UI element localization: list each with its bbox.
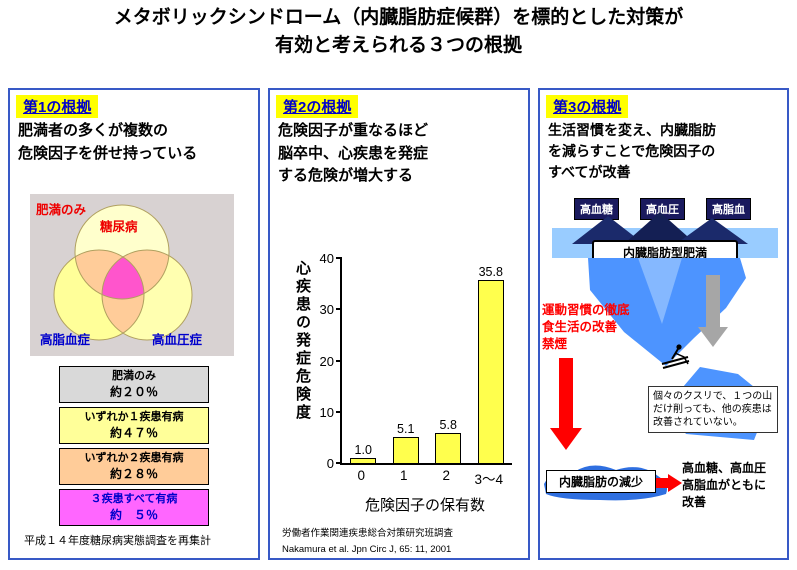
slide-title-line2: 有効と考えられる３つの根拠 <box>274 34 522 56</box>
lifestyle-measures-text: 運動習慣の徹底 食生活の改善 禁煙 <box>542 303 630 351</box>
legend-item: いずれか２疾患有病 約２８％ <box>59 448 209 486</box>
x-tick-label: 2 <box>442 468 450 483</box>
risk-label-hypertension: 高血圧 <box>640 198 685 220</box>
x-tick-label: 1 <box>399 468 408 483</box>
legend-item-label: いずれか２疾患有病 <box>84 452 184 465</box>
panel2-header: 第2の根拠 <box>276 95 359 118</box>
bar-group-3〜4: 35.8 <box>475 265 507 463</box>
legend-item-value: 約２８％ <box>109 466 158 481</box>
legend-item-label: ３疾患すべて有病 <box>90 493 178 506</box>
panel-rationale-3: 第3の根拠 生活習慣を変え、内臓脂肪 を減らすことで危険因子の すべてが改善 高… <box>538 88 789 560</box>
drug-limitation-note: 個々のクスリで、１つの山だけ削っても、他の疾患は改善されていない。 <box>648 386 778 433</box>
risk-label-hyperlipidemia: 高脂血 <box>706 198 751 220</box>
chart-plot-area: 1.0 5.1 5.8 35.8 <box>340 258 512 465</box>
bar-group-0: 1.0 <box>347 443 379 463</box>
y-tick-label: 40 <box>319 251 334 266</box>
bar <box>435 433 462 463</box>
bar-value-label: 35.8 <box>478 265 503 279</box>
y-tick-mark <box>336 462 342 464</box>
panel-rationale-1: 第1の根拠 肥満者の多くが複数の 危険因子を併せ持っている 肥満のみ 糖尿病 高… <box>8 88 260 560</box>
legend-item-value: 約２０％ <box>109 384 158 399</box>
venn-label-hypertension: 高血圧症 <box>152 333 203 347</box>
y-tick-mark <box>336 359 342 362</box>
panel1-header: 第1の根拠 <box>16 95 99 118</box>
chart-x-axis-title: 危険因子の保有数 <box>364 497 485 514</box>
legend-item-label: 肥満のみ <box>112 370 156 382</box>
bar-group-1: 5.1 <box>390 422 422 463</box>
venn-area: 肥満のみ 糖尿病 高脂血症 高血圧症 <box>30 194 234 356</box>
y-tick-label: 10 <box>319 404 334 420</box>
panel1-statement: 肥満者の多くが複数の 危険因子を併せ持っている <box>18 122 198 162</box>
panel3-header: 第3の根拠 <box>546 95 629 118</box>
bar <box>392 437 419 463</box>
slide-title-line1: メタボリックシンドローム（内臓脂肪症候群）を標的とした対策が <box>113 7 684 28</box>
legend-item-value: 約４７％ <box>109 425 158 440</box>
legend-item: 肥満のみ約２０％ <box>59 366 209 404</box>
y-tick-mark <box>336 410 342 413</box>
legend-item: ３疾患すべて有病約 ５％ <box>59 489 209 527</box>
venn-label-hyperlipidemia: 高脂血症 <box>40 333 91 347</box>
bar-group-2: 5.8 <box>432 418 464 463</box>
bar-value-label: 1.0 <box>354 443 372 457</box>
x-tick-label: 3〜4 <box>474 472 504 487</box>
panel3-statement: 生活習慣を変え、内臓脂肪 を減らすことで危険因子の すべてが改善 <box>548 122 716 180</box>
y-tick-label: 0 <box>326 456 334 471</box>
down-arrow-icon <box>698 275 728 347</box>
bar-value-label: 5.1 <box>397 422 415 436</box>
iceberg-peaks <box>572 212 748 244</box>
bar-value-label: 5.8 <box>439 418 457 432</box>
improvement-result-text: 高血糖、高血圧 高脂血がともに 改善 <box>682 461 767 509</box>
panel1-footnote: 平成１４年度糖尿病実態調査を再集計 <box>24 535 211 547</box>
risk-label-hyperglycemia: 高血糖 <box>574 198 619 220</box>
venn-label-obesity-only: 肥満のみ <box>36 203 87 217</box>
legend-item-label: いずれか１疾患有病 <box>84 411 184 424</box>
x-tick-label: 0 <box>357 468 365 483</box>
visceral-fat-reduction-box: 内臓脂肪の減少 <box>546 470 656 493</box>
venn-diagram <box>53 204 193 341</box>
y-tick-mark <box>336 308 342 311</box>
skier-icon <box>661 344 690 369</box>
legend-item: いずれか１疾患有病 約４７％ <box>59 407 209 445</box>
y-tick-mark <box>336 257 342 259</box>
y-tick-label: 20 <box>319 353 334 369</box>
panel2-footnote-source: 労働者作業関連疾患総合対策研究班調査 <box>282 528 454 539</box>
panel2-statement: 危険因子が重なるほど 脳卒中、心疾患を発症 する危険が増大する <box>278 122 429 184</box>
slide-title: メタボリックシンドローム（内臓脂肪症候群）を標的とした対策が 有効と考えられる３… <box>0 4 797 59</box>
venn-label-diabetes: 糖尿病 <box>100 220 138 234</box>
panel-rationale-2: 第2の根拠 危険因子が重なるほど 脳卒中、心疾患を発症 する危険が増大する 心疾… <box>268 88 530 560</box>
chart-x-axis: 0 1 2 3〜4 <box>340 468 510 488</box>
bar <box>350 458 377 463</box>
red-right-arrow-icon <box>656 474 682 492</box>
legend-item-value: 約 ５％ <box>109 507 158 522</box>
bar <box>477 280 504 463</box>
y-tick-label: 30 <box>319 302 334 318</box>
red-down-arrow-icon <box>550 358 582 450</box>
chart-y-axis: 0 10 20 30 40 <box>310 251 342 471</box>
panel2-footnotes: 労働者作業関連疾患総合対策研究班調査 Nakamura et al. Jpn C… <box>282 526 453 558</box>
venn-legend: 肥満のみ 約２０％ いずれか１疾患有病 約４７％ いずれか２疾患有病 約２８％ ３疾患すべて… <box>59 366 209 527</box>
chart-y-axis-title: 心疾患の発症危険度 <box>294 260 311 422</box>
risk-bar-chart: 心疾患の発症危険度 0 10 20 30 40 1.0 5.1 5.8 35.8 0 1 2 3〜4… <box>270 240 528 550</box>
panel2-footnote-citation: Nakamura et al. Jpn Circ J, 65: 11, 2001 <box>282 544 452 556</box>
